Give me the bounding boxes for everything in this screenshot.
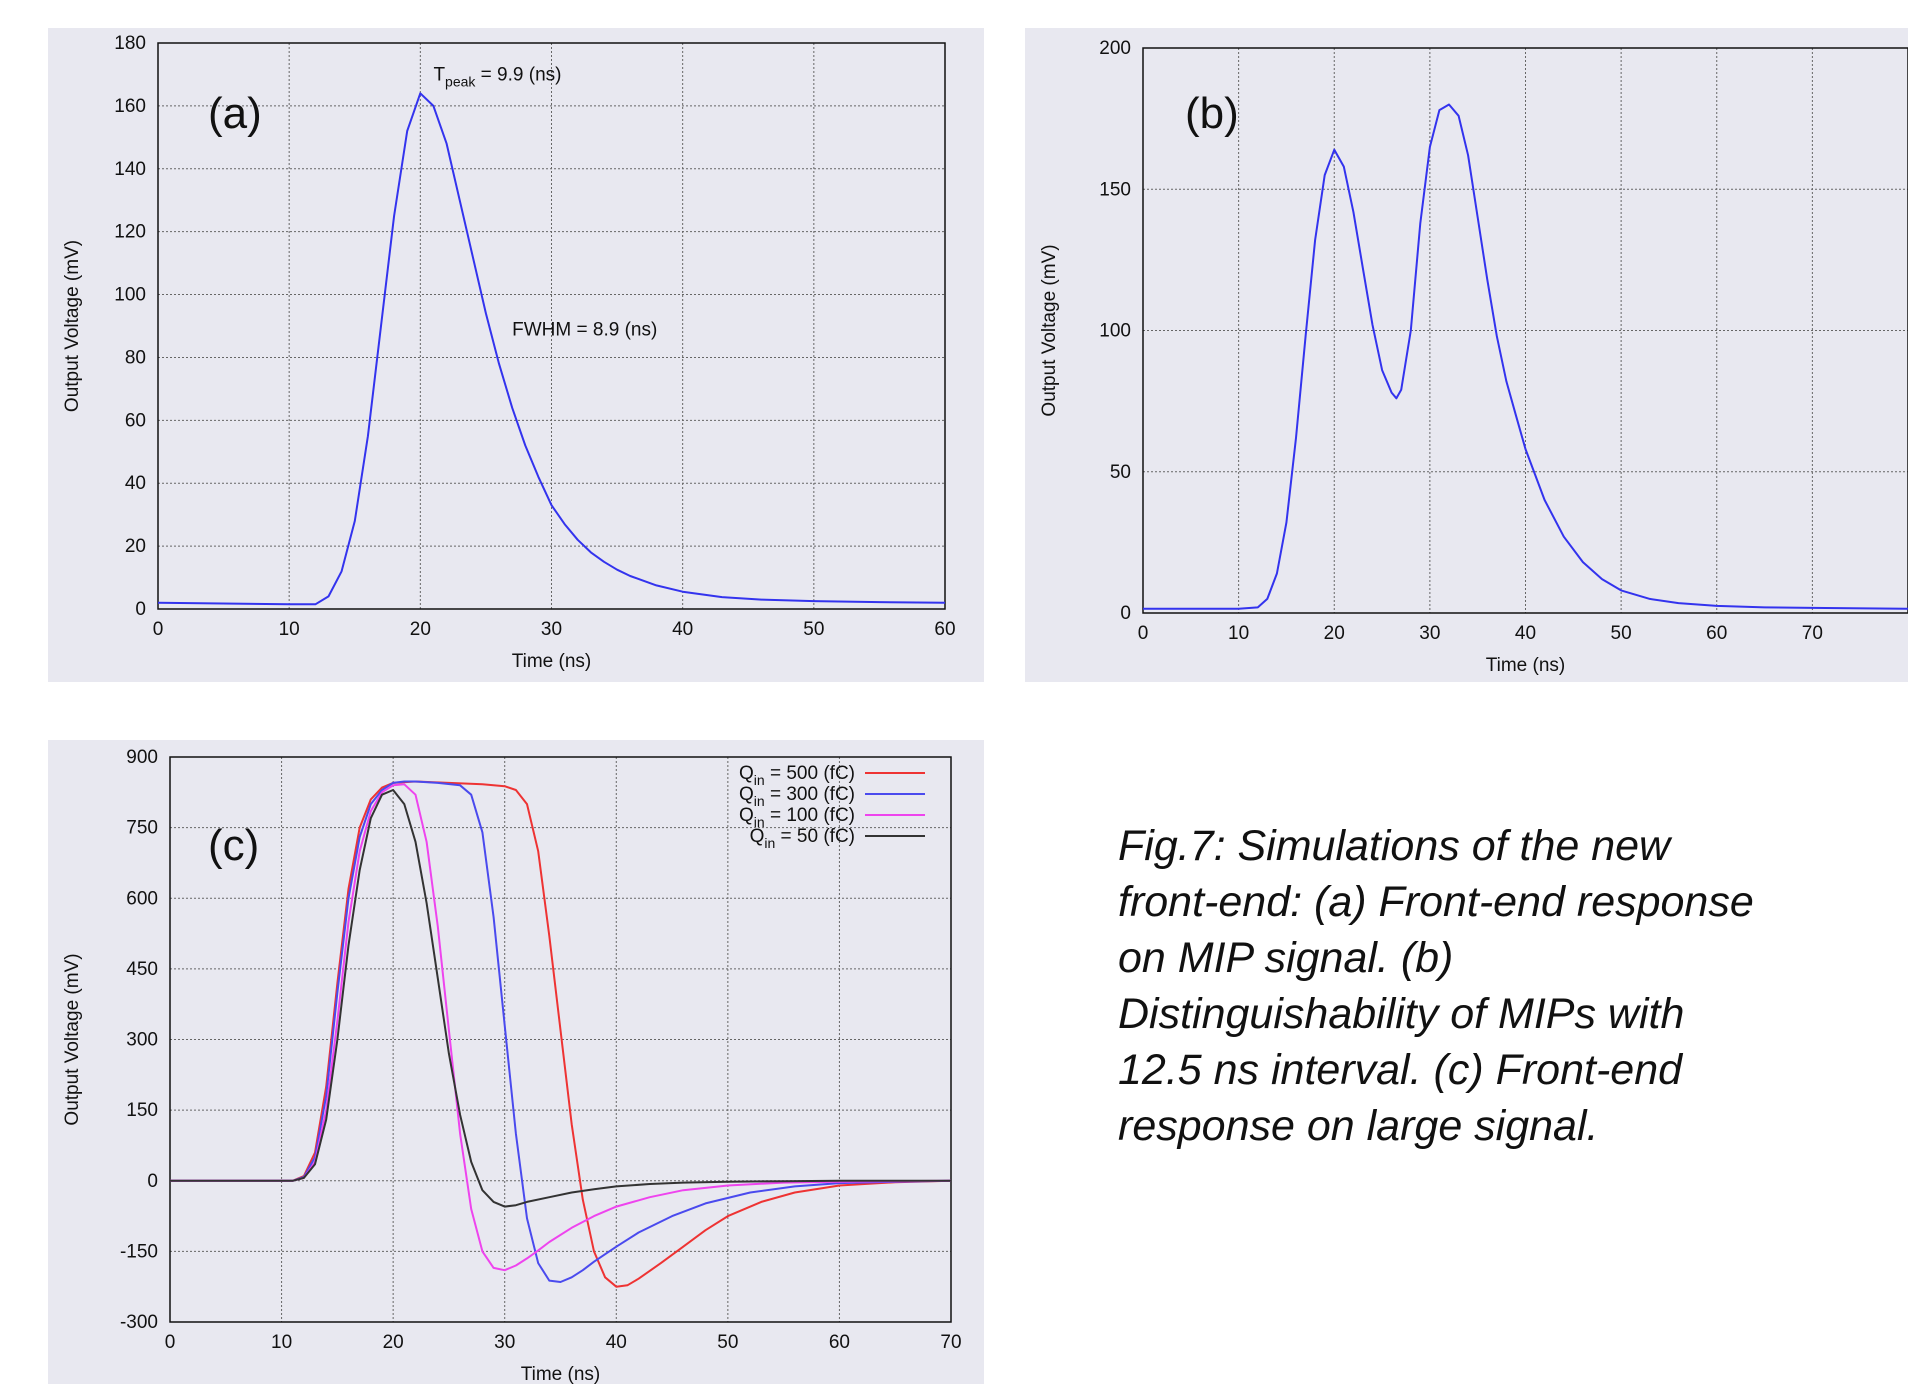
x-tick-label: 40 (1515, 623, 1536, 644)
y-tick-label: 20 (125, 536, 146, 557)
x-tick-label: 0 (153, 619, 164, 640)
x-tick-label: 40 (606, 1332, 627, 1353)
legend-label: Qin = 300 (fC) (739, 784, 855, 809)
x-tick-label: 10 (271, 1332, 292, 1353)
x-tick-label: 60 (829, 1332, 850, 1353)
panel-label: (a) (208, 89, 262, 138)
y-tick-label: 180 (114, 33, 146, 54)
x-tick-label: 40 (672, 619, 693, 640)
x-tick-label: 20 (410, 619, 431, 640)
plot-frame (157, 42, 946, 610)
y-tick-label: -300 (120, 1312, 158, 1333)
series-line (157, 92, 946, 606)
x-tick-label: 50 (1611, 623, 1632, 644)
legend-label: Qin = 100 (fC) (739, 805, 855, 830)
y-tick-label: 100 (1099, 321, 1131, 342)
plot-frame (169, 756, 952, 1323)
figure-caption: Fig.7: Simulations of the new front-end:… (1118, 822, 1754, 1150)
x-tick-label: 70 (1802, 623, 1823, 644)
y-tick-label: 300 (126, 1030, 158, 1051)
y-tick-label: 0 (1120, 603, 1131, 624)
x-tick-label: 0 (1138, 623, 1149, 644)
y-tick-label: 750 (126, 818, 158, 839)
series-line (170, 780, 952, 1283)
y-tick-label: 50 (1110, 462, 1131, 483)
x-tick-label: 20 (383, 1332, 404, 1353)
plot-frame (1142, 47, 1908, 614)
x-tick-label: 30 (494, 1332, 515, 1353)
series-line (1143, 103, 1908, 610)
x-tick-label: 60 (934, 619, 955, 640)
x-tick-label: 30 (1419, 623, 1440, 644)
x-tick-label: 30 (541, 619, 562, 640)
x-axis-label: Time (ns) (1486, 655, 1566, 676)
y-tick-label: 150 (1099, 179, 1131, 200)
series-line (170, 780, 952, 1288)
x-tick-label: 60 (1706, 623, 1727, 644)
y-tick-label: 140 (114, 159, 146, 180)
chart-panel-c: 0 10 20 30 40 50 60 70 -300 -150 0 150 300 450 600 750 9… (48, 740, 984, 1384)
legend-label: Qin = 50 (fC) (750, 826, 855, 851)
x-tick-label: 70 (940, 1332, 961, 1353)
y-tick-label: 40 (125, 473, 146, 494)
annotation: FWHM = 8.9 (ns) (512, 319, 657, 340)
y-axis-label: Output Voltage (mV) (62, 240, 83, 412)
y-tick-label: 0 (147, 1171, 158, 1192)
x-tick-label: 20 (1324, 623, 1345, 644)
y-tick-label: 150 (126, 1100, 158, 1121)
y-axis-label: Output Voltage (mV) (62, 953, 83, 1125)
y-tick-label: 80 (125, 347, 146, 368)
series-line (170, 783, 952, 1272)
x-tick-label: 50 (717, 1332, 738, 1353)
x-tick-label: 10 (1228, 623, 1249, 644)
y-axis-label: Output Voltage (mV) (1039, 244, 1060, 416)
x-tick-label: 0 (165, 1332, 176, 1353)
x-tick-label: 50 (803, 619, 824, 640)
y-tick-label: 900 (126, 747, 158, 768)
x-axis-label: Time (ns) (521, 1364, 601, 1384)
plot-area (158, 43, 945, 609)
x-tick-label: 10 (279, 619, 300, 640)
plot-area (170, 757, 951, 1322)
y-tick-label: 60 (125, 410, 146, 431)
panel-label: (b) (1185, 89, 1239, 138)
annotation: Tpeak = 9.9 (ns) (433, 65, 561, 90)
x-axis-label: Time (ns) (512, 651, 592, 672)
y-tick-label: 200 (1099, 38, 1131, 59)
chart-panel-a: 0 10 20 30 40 50 60 0 20 40 60 80 100 120 140 160 180 Tim… (48, 28, 984, 682)
y-tick-label: -150 (120, 1241, 158, 1262)
panel-label: (c) (208, 821, 259, 870)
y-tick-label: 160 (114, 96, 146, 117)
y-tick-label: 120 (114, 222, 146, 243)
y-tick-label: 450 (126, 959, 158, 980)
legend-label: Qin = 500 (fC) (739, 763, 855, 788)
y-tick-label: 0 (135, 599, 146, 620)
chart-panel-b: 0 10 20 30 40 50 60 70 0 50 100 150 200 Time (ns) Outp… (1025, 28, 1908, 682)
y-tick-label: 600 (126, 888, 158, 909)
y-tick-label: 100 (114, 285, 146, 306)
series-line (170, 789, 951, 1208)
